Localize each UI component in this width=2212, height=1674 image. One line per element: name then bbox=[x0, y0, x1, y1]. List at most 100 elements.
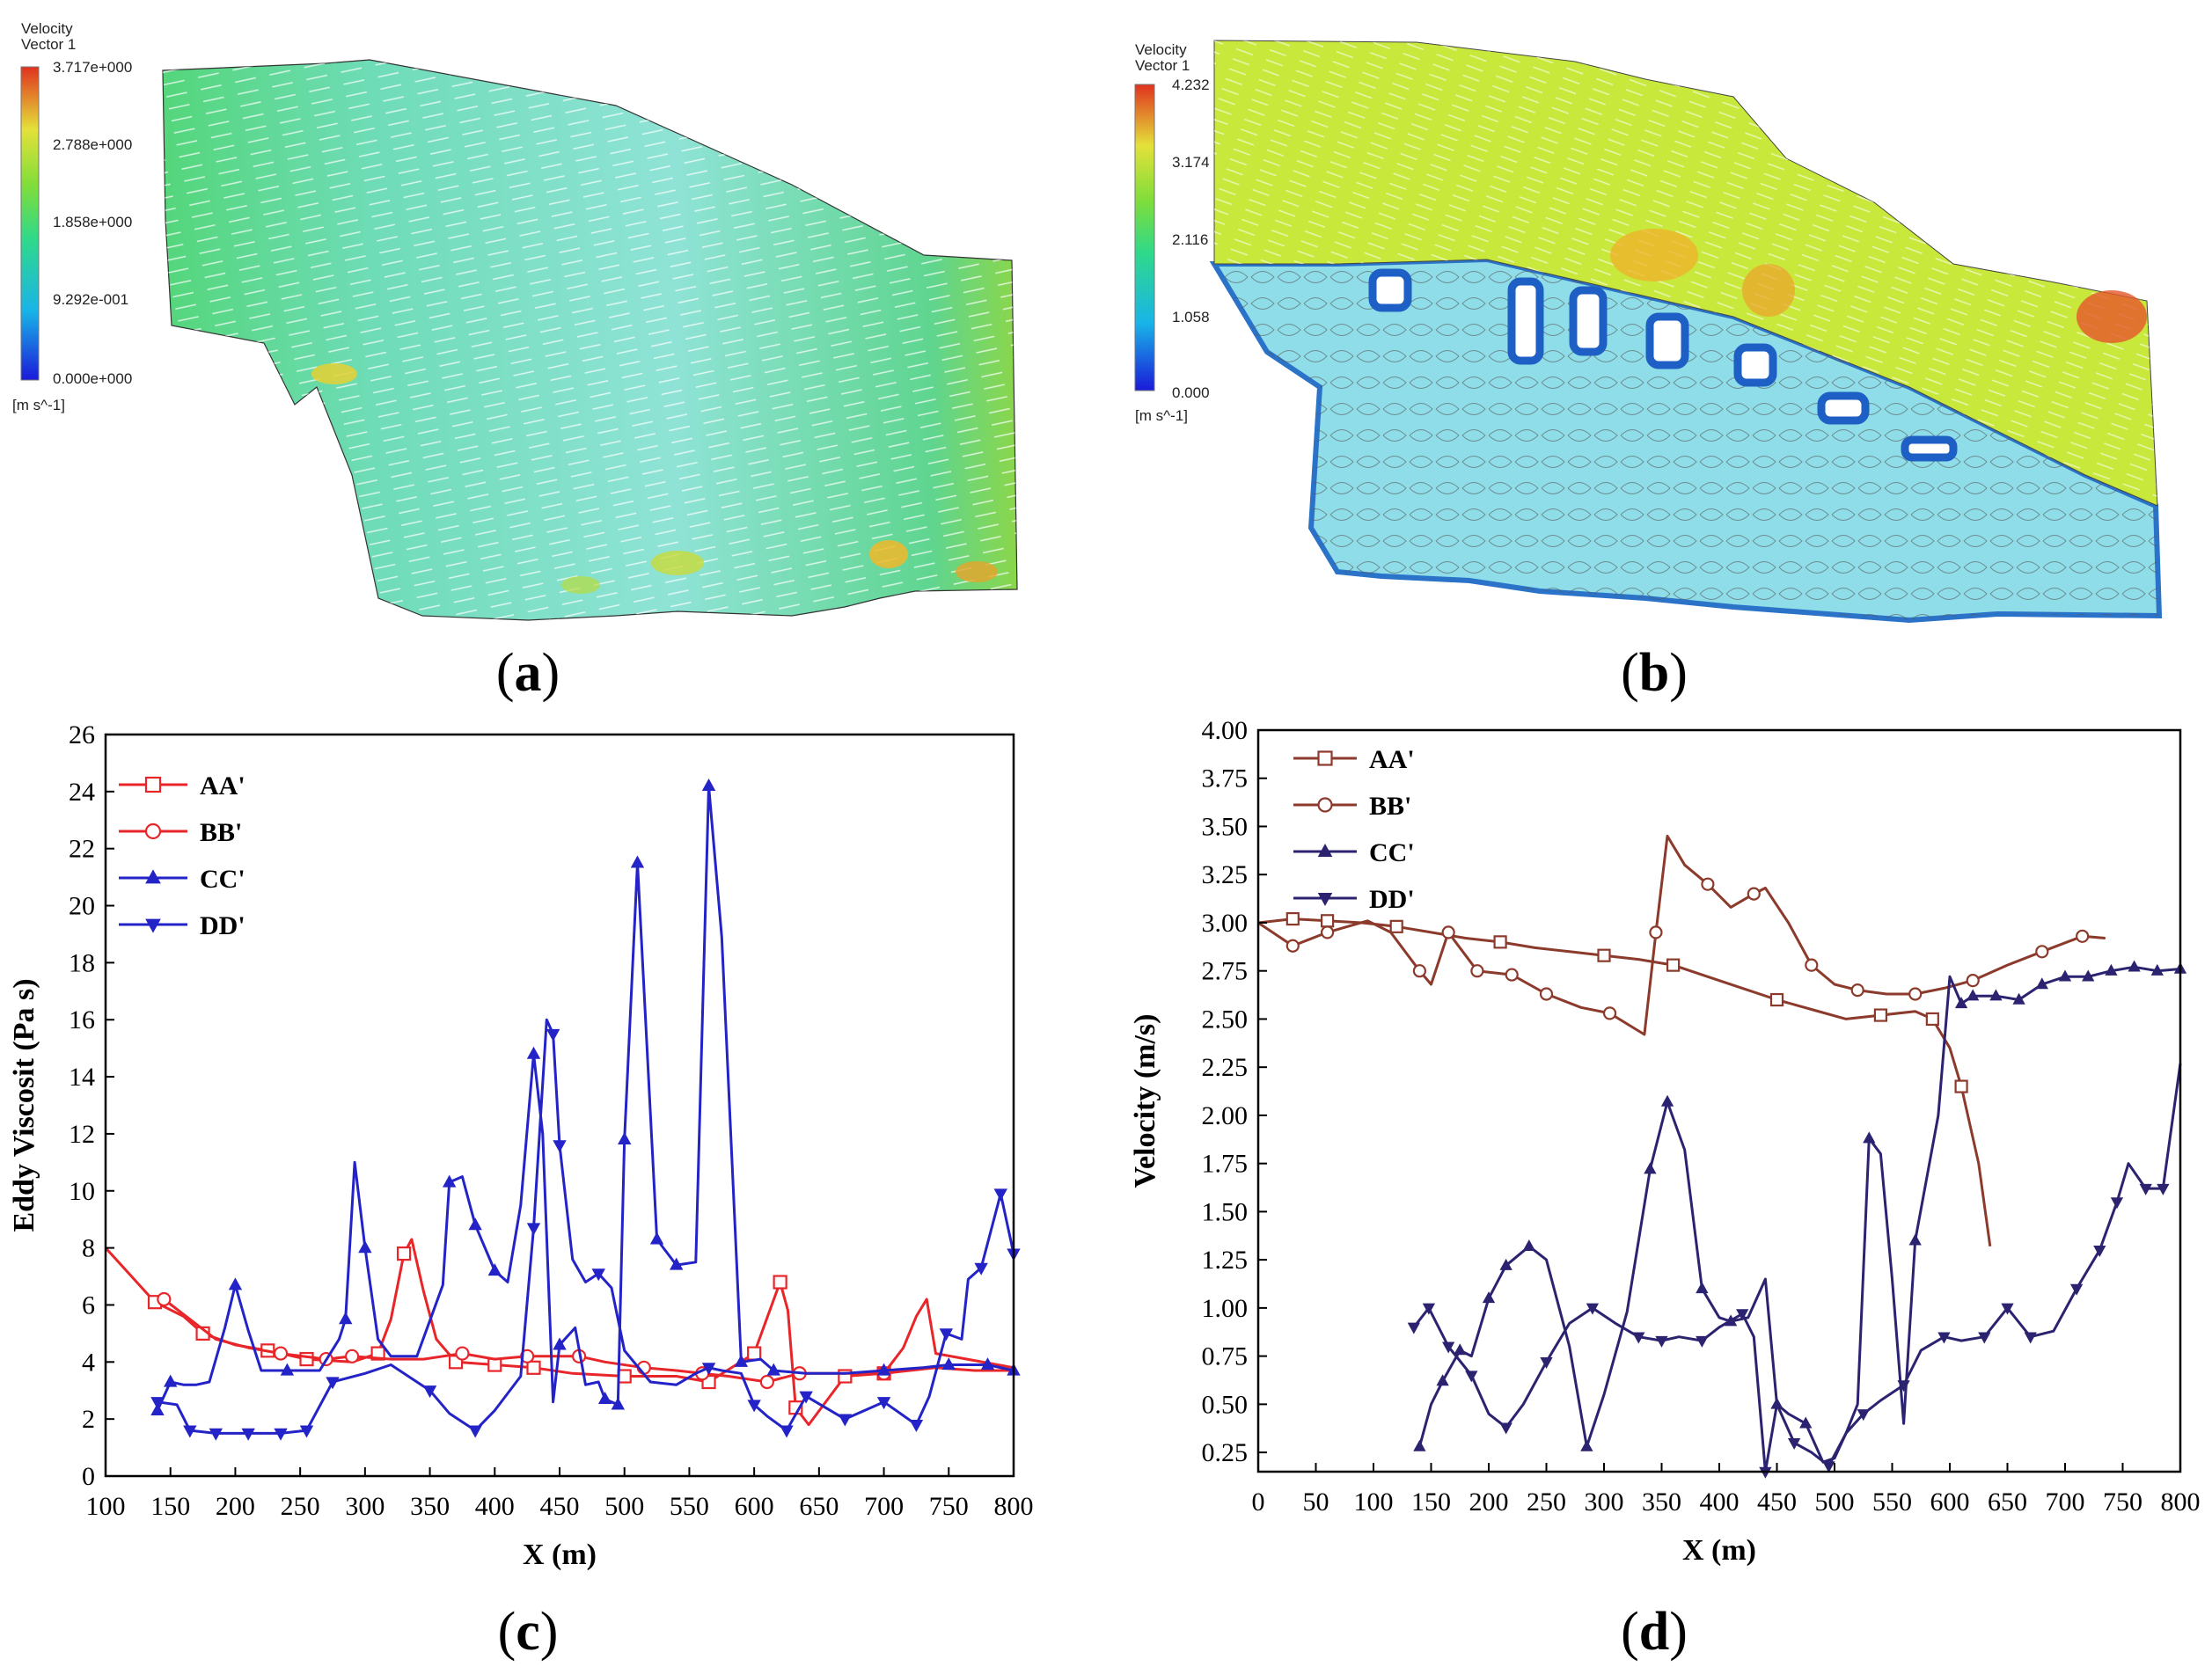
y-tick-label-c-3: 6 bbox=[82, 1290, 95, 1319]
series-point-d-1-19 bbox=[1747, 887, 1761, 901]
series-point-c-1-4 bbox=[273, 1346, 289, 1361]
series-point-c-2-1 bbox=[164, 1374, 178, 1387]
series-point-c-2-50 bbox=[980, 1357, 995, 1371]
series-c-0 bbox=[104, 1238, 1014, 1427]
series-point-d-2-37 bbox=[1989, 989, 2003, 1001]
series-point-d-2-2 bbox=[1436, 1374, 1449, 1386]
series-point-d-3-2 bbox=[1442, 1341, 1455, 1354]
series-point-d-1-12 bbox=[1602, 1006, 1617, 1020]
legend-label-d-2: CC' bbox=[1369, 838, 1415, 867]
series-point-c-3-4 bbox=[241, 1428, 255, 1441]
y-tick-label-d-2: 0.75 bbox=[1202, 1342, 1249, 1371]
series-point-c-2-48 bbox=[941, 1357, 956, 1371]
series-point-d-1-9 bbox=[1505, 968, 1519, 982]
series-point-d-1-10 bbox=[1539, 987, 1554, 1001]
series-point-d-3-28 bbox=[1937, 1332, 1951, 1344]
x-tick-label-c-3: 250 bbox=[281, 1492, 320, 1521]
velocity-field-image-a: Velocity Vector 1 3.717e+000 2.788e+000 … bbox=[12, 20, 1018, 621]
legend-marker-d-1 bbox=[1317, 797, 1333, 813]
series-point-c-3-36 bbox=[909, 1420, 924, 1433]
y-tick-label-c-8: 16 bbox=[69, 1005, 95, 1034]
x-tick-label-d-1: 50 bbox=[1303, 1488, 1329, 1517]
velocity-chart: 0 50 100 150 200 250 300 350 400 450 500 550 600 650 7… bbox=[1129, 716, 2201, 1567]
series-point-d-3-5 bbox=[1499, 1422, 1513, 1435]
legend-title-b-2: Vector 1 bbox=[1135, 57, 1190, 74]
x-tick-label-d-8: 400 bbox=[1700, 1488, 1740, 1517]
series-point-c-2-19 bbox=[442, 1174, 457, 1188]
legend-label-c-2: CC' bbox=[200, 865, 245, 894]
series-point-d-2-13 bbox=[1644, 1162, 1657, 1174]
eddy-viscosity-chart: 100 150 200 250 300 350 400 450 500 550 600 650 700 7… bbox=[8, 720, 1034, 1571]
series-point-d-3-7 bbox=[1540, 1356, 1553, 1369]
series-point-d-3-22 bbox=[1822, 1461, 1835, 1473]
series-point-c-3-41 bbox=[974, 1262, 988, 1276]
y-tick-label-c-2: 4 bbox=[82, 1348, 95, 1377]
x-tick-label-c-2: 200 bbox=[216, 1492, 255, 1521]
series-point-d-3-26 bbox=[1897, 1380, 1910, 1393]
series-point-c-2-22 bbox=[487, 1263, 502, 1276]
colorbar-b bbox=[1134, 84, 1155, 391]
y-tick-label-d-10: 2.75 bbox=[1202, 957, 1249, 986]
legend-marker-c-0 bbox=[144, 776, 162, 793]
series-point-d-3-35 bbox=[2093, 1245, 2106, 1257]
series-point-c-2-9 bbox=[280, 1363, 295, 1376]
series-point-d-2-16 bbox=[1696, 1282, 1709, 1294]
series-line-c-0 bbox=[104, 1238, 1014, 1427]
series-point-d-2-7 bbox=[1522, 1239, 1535, 1252]
series-d-3 bbox=[1407, 1063, 2182, 1479]
series-point-d-3-24 bbox=[1857, 1409, 1870, 1422]
series-point-c-3-27 bbox=[701, 1363, 716, 1376]
x-tick-label-c-1: 150 bbox=[150, 1492, 190, 1521]
series-point-d-3-11 bbox=[1632, 1332, 1645, 1344]
series-point-c-2-35 bbox=[630, 855, 645, 868]
colorbar-tick-a-0: 3.717e+000 bbox=[53, 59, 132, 76]
series-point-d-3-0 bbox=[1407, 1322, 1420, 1334]
x-tick-label-d-11: 550 bbox=[1872, 1488, 1912, 1517]
series-point-d-2-10 bbox=[1580, 1439, 1593, 1451]
y-tick-label-d-4: 1.25 bbox=[1202, 1246, 1249, 1275]
series-point-c-2-25 bbox=[526, 1046, 541, 1059]
x-tick-label-d-10: 500 bbox=[1815, 1488, 1855, 1517]
series-point-d-3-36 bbox=[2110, 1197, 2124, 1210]
series-line-d-2 bbox=[1417, 965, 2181, 1464]
series-point-d-3-18 bbox=[1759, 1466, 1772, 1479]
x-tick-label-d-6: 300 bbox=[1585, 1488, 1624, 1517]
series-point-d-2-35 bbox=[1954, 997, 1968, 1009]
y-tick-label-d-7: 2.00 bbox=[1202, 1101, 1249, 1130]
legend-label-d-3: DD' bbox=[1369, 885, 1415, 914]
series-point-d-3-1 bbox=[1422, 1303, 1436, 1315]
legend-title-a-1: Velocity bbox=[21, 20, 73, 37]
series-d-2 bbox=[1413, 960, 2187, 1464]
x-axis-label-d: X (m) bbox=[1682, 1534, 1756, 1567]
legend-c: AA' BB' CC' DD' bbox=[119, 771, 245, 940]
series-point-d-1-28 bbox=[1966, 974, 1980, 988]
x-tick-label-d-16: 800 bbox=[2161, 1488, 2201, 1517]
y-tick-label-d-12: 3.25 bbox=[1202, 860, 1249, 889]
series-point-d-1-31 bbox=[2076, 929, 2090, 943]
series-point-d-2-14 bbox=[1660, 1094, 1674, 1107]
x-tick-label-d-2: 100 bbox=[1354, 1488, 1394, 1517]
y-axis-label-c: Eddy Viscosit (Pa s) bbox=[8, 978, 40, 1232]
colorbar-unit-a: [m s^-1] bbox=[12, 397, 65, 413]
x-tick-label-d-15: 750 bbox=[2103, 1488, 2142, 1517]
series-point-c-2-12 bbox=[339, 1312, 353, 1325]
colorbar-tick-a-2: 1.858e+000 bbox=[53, 214, 132, 230]
colorbar-tick-b-0: 4.232 bbox=[1172, 77, 1210, 93]
series-point-c-1-0 bbox=[157, 1291, 172, 1307]
series-point-d-1-24 bbox=[1850, 983, 1864, 998]
series-point-c-3-35 bbox=[876, 1397, 891, 1410]
series-point-d-0-12 bbox=[1666, 958, 1681, 972]
x-tick-label-c-11: 650 bbox=[799, 1492, 839, 1521]
series-point-d-0-10 bbox=[1597, 948, 1611, 962]
legend-marker-d-3 bbox=[1317, 893, 1333, 906]
series-d-1 bbox=[1257, 834, 2106, 1036]
series-point-d-0-1 bbox=[1285, 911, 1300, 926]
y-tick-label-d-6: 1.75 bbox=[1202, 1150, 1249, 1179]
series-point-d-1-7 bbox=[1441, 925, 1455, 939]
panel-d-velocity-chart: 0 50 100 150 200 250 300 350 400 450 500 550 600 650 7… bbox=[1117, 704, 2212, 1583]
series-point-c-3-12 bbox=[468, 1425, 482, 1438]
legend-d: AA' BB' CC' DD' bbox=[1293, 745, 1415, 914]
legend-marker-d-0 bbox=[1317, 750, 1333, 766]
series-point-c-3-18 bbox=[553, 1140, 567, 1153]
series-point-c-3-42 bbox=[993, 1188, 1007, 1202]
